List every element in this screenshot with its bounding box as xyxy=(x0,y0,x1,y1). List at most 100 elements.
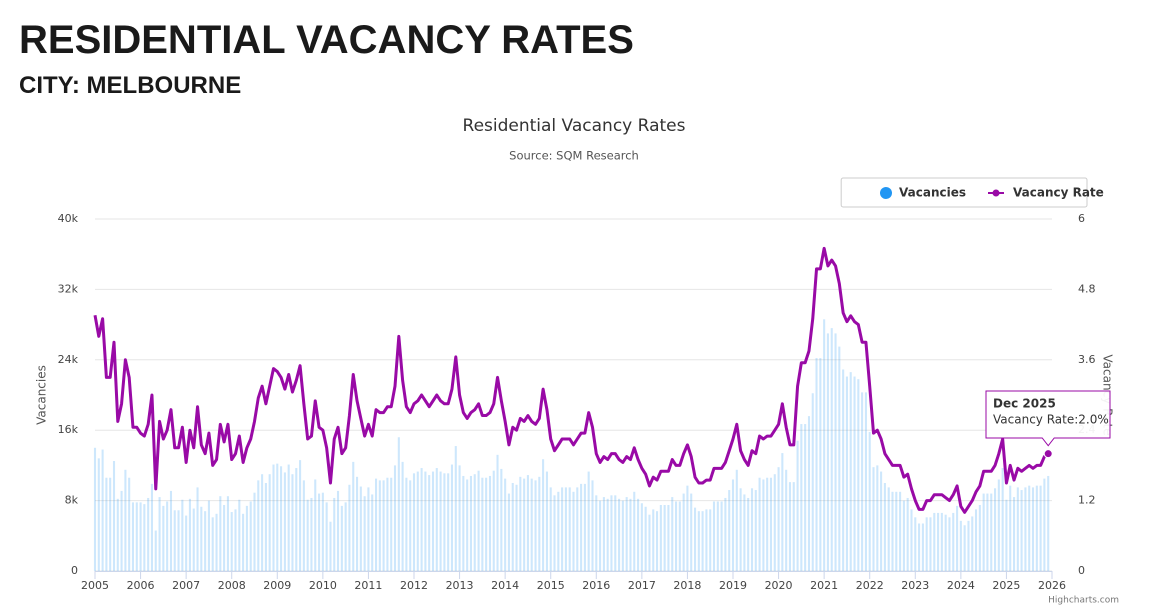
legend-symbol xyxy=(880,187,892,199)
bar xyxy=(614,495,617,571)
bar xyxy=(378,480,381,571)
x-tick-label: 2021 xyxy=(810,579,838,592)
bar xyxy=(811,393,814,571)
bar xyxy=(982,493,985,571)
bar xyxy=(690,493,693,571)
x-tick-label: 2012 xyxy=(400,579,428,592)
y-tick-label: 0 xyxy=(71,564,78,577)
bar xyxy=(492,470,495,571)
bar xyxy=(572,491,575,571)
bar xyxy=(519,476,522,571)
bar xyxy=(576,487,579,571)
bar xyxy=(234,509,237,571)
bar xyxy=(728,490,731,571)
bar xyxy=(162,505,165,571)
bar xyxy=(766,477,769,571)
bar xyxy=(128,477,131,571)
bar xyxy=(185,515,188,571)
tooltip-title: Dec 2025 xyxy=(993,397,1056,411)
bar xyxy=(933,512,936,571)
bar xyxy=(287,464,290,571)
bar xyxy=(1028,485,1031,571)
x-tick-label: 2024 xyxy=(947,579,975,592)
bar xyxy=(948,517,951,571)
bar xyxy=(242,513,245,571)
bar xyxy=(515,484,518,571)
bar xyxy=(834,333,837,571)
bar xyxy=(276,463,279,571)
bar xyxy=(667,505,670,571)
bar xyxy=(1001,468,1004,571)
bar xyxy=(891,491,894,571)
x-tick-label: 2025 xyxy=(992,579,1020,592)
bar xyxy=(192,508,195,571)
bar xyxy=(910,509,913,571)
bar xyxy=(842,369,845,571)
legend-box xyxy=(840,177,1088,208)
bar xyxy=(318,493,321,571)
bar xyxy=(462,475,465,571)
bar xyxy=(329,521,332,571)
bar xyxy=(963,525,966,571)
bar xyxy=(542,459,545,571)
legend-symbol xyxy=(992,189,1000,197)
bar xyxy=(306,499,309,571)
bar xyxy=(914,517,917,571)
bar xyxy=(553,495,556,571)
bar xyxy=(1047,475,1050,571)
bar xyxy=(857,379,860,571)
bar xyxy=(261,474,264,571)
bar xyxy=(762,479,765,571)
x-tick-label: 2010 xyxy=(309,579,337,592)
y-axis-title: Vacancies xyxy=(35,365,49,425)
bar xyxy=(754,490,757,571)
bar xyxy=(1020,490,1023,571)
bar xyxy=(697,511,700,571)
page-heading: RESIDENTIAL VACANCY RATES xyxy=(19,18,634,62)
bar xyxy=(606,498,609,571)
bar xyxy=(154,530,157,571)
bar xyxy=(450,464,454,571)
y2-tick-label: 3.6 xyxy=(1078,353,1096,366)
bar xyxy=(583,483,586,571)
bar xyxy=(215,513,218,571)
bar xyxy=(469,475,473,571)
x-tick-label: 2014 xyxy=(491,579,519,592)
bar xyxy=(367,487,370,571)
bar xyxy=(610,495,613,571)
bar xyxy=(758,477,761,571)
bar xyxy=(986,493,989,571)
legend: Vacancies Vacancy Rate xyxy=(840,177,1104,208)
bar xyxy=(481,477,484,571)
bar xyxy=(447,473,450,571)
bar xyxy=(249,501,252,571)
x-tick-label: 2015 xyxy=(537,579,565,592)
bar xyxy=(864,392,867,571)
bar xyxy=(283,472,286,571)
credits[interactable]: Highcharts.com xyxy=(1048,596,1119,605)
x-tick-label: 2005 xyxy=(81,579,109,592)
bar xyxy=(993,488,997,571)
bar xyxy=(439,471,442,571)
bar xyxy=(310,497,313,571)
bar xyxy=(295,468,298,571)
bar xyxy=(549,487,552,571)
x-tick-label: 2017 xyxy=(628,579,656,592)
bar xyxy=(405,477,408,571)
x-tick-label: 2011 xyxy=(354,579,382,592)
chart-subtitle: Source: SQM Research xyxy=(509,149,639,163)
bar xyxy=(1043,478,1046,571)
bar xyxy=(705,509,708,571)
bar xyxy=(978,505,981,571)
bar xyxy=(1039,485,1042,571)
hover-marker xyxy=(1043,449,1053,459)
bar xyxy=(785,469,788,571)
bar xyxy=(340,505,343,571)
bar xyxy=(876,465,879,571)
bar xyxy=(747,497,750,571)
bar xyxy=(845,376,848,571)
bar xyxy=(299,460,302,571)
bar xyxy=(443,473,446,571)
bar xyxy=(325,502,328,571)
bar xyxy=(659,505,662,571)
